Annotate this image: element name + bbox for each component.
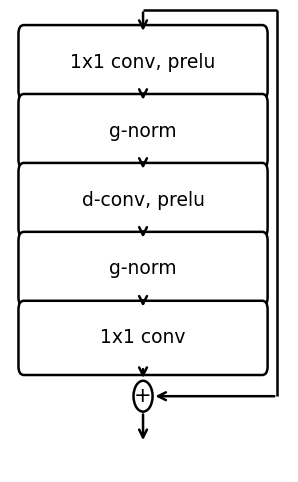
- Text: d-conv, prelu: d-conv, prelu: [82, 190, 204, 210]
- Text: 1x1 conv: 1x1 conv: [100, 328, 186, 348]
- FancyBboxPatch shape: [18, 163, 268, 237]
- FancyBboxPatch shape: [18, 25, 268, 99]
- Text: 1x1 conv, prelu: 1x1 conv, prelu: [70, 53, 216, 72]
- Text: g-norm: g-norm: [109, 121, 177, 141]
- Text: +: +: [134, 386, 152, 406]
- FancyBboxPatch shape: [18, 301, 268, 375]
- FancyBboxPatch shape: [18, 232, 268, 306]
- Text: g-norm: g-norm: [109, 259, 177, 279]
- Circle shape: [134, 381, 153, 412]
- FancyBboxPatch shape: [18, 94, 268, 168]
